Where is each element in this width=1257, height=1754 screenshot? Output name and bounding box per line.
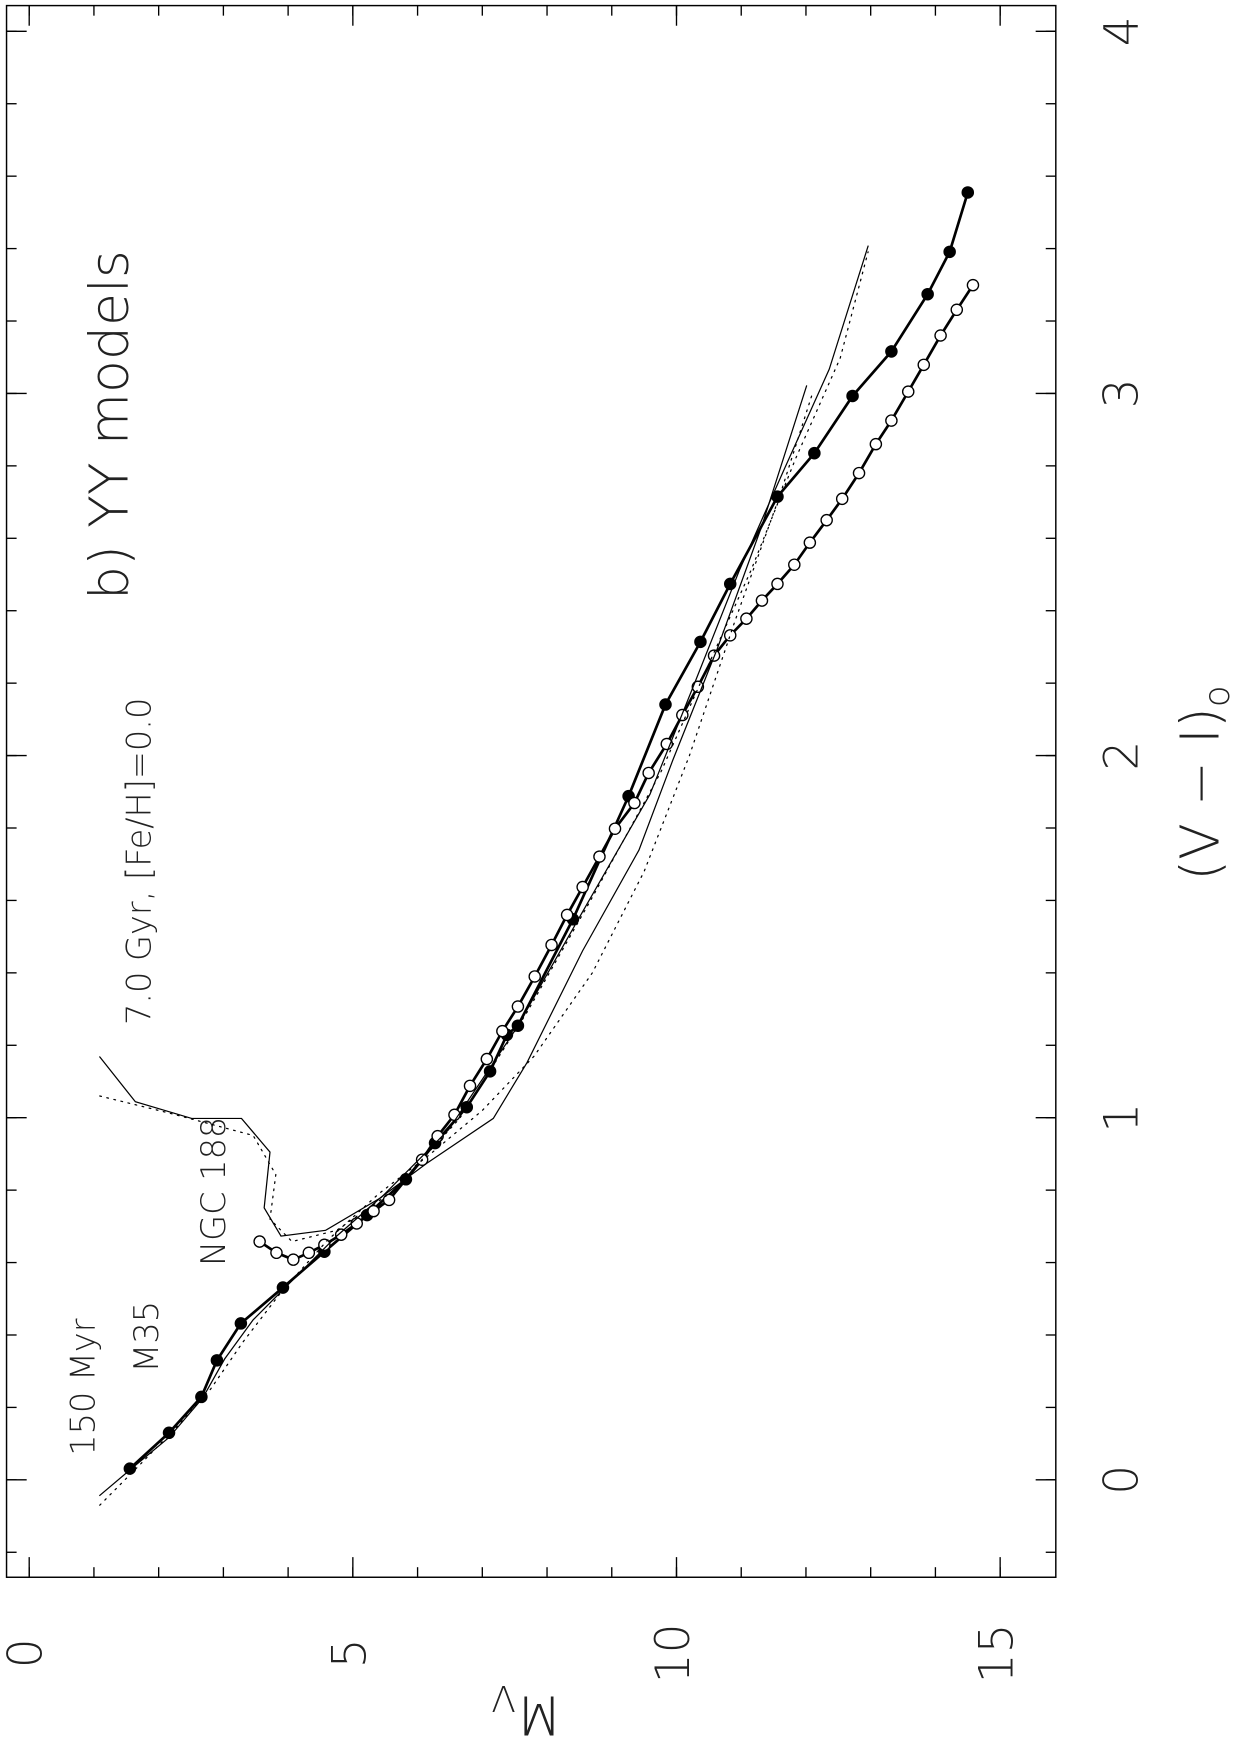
data-point <box>755 594 769 607</box>
data-point <box>628 796 641 810</box>
x-tick-label: 0 <box>0 1638 54 1668</box>
data-point <box>885 414 898 427</box>
data-point <box>934 329 947 342</box>
data-point <box>846 389 859 403</box>
data-point <box>496 1024 509 1038</box>
series-line <box>128 191 970 1470</box>
series-line <box>99 385 808 1497</box>
data-point <box>852 466 866 480</box>
data-point <box>771 577 784 591</box>
x-axis-title-sub: V <box>491 1677 515 1718</box>
data-point <box>820 513 833 527</box>
x-tick-label: 5 <box>322 1638 377 1668</box>
data-point <box>961 186 975 199</box>
x-tick-label: 15 <box>970 1623 1025 1683</box>
x-axis-title-main: M <box>516 1684 562 1747</box>
data-point <box>270 1246 283 1260</box>
data-point <box>835 492 849 506</box>
annotation: NGC 188 <box>194 1117 233 1266</box>
data-point <box>234 1317 248 1330</box>
data-point <box>162 1426 176 1440</box>
data-point <box>511 1000 525 1013</box>
data-point <box>901 385 915 398</box>
data-point <box>480 1052 494 1066</box>
data-point <box>382 1193 396 1207</box>
data-point <box>560 908 574 922</box>
series-line <box>99 251 869 1243</box>
data-point <box>808 446 821 460</box>
data-point <box>576 880 589 894</box>
y-axis-title: (V − I)o <box>1168 685 1238 880</box>
y-tick-label: 2 <box>1095 741 1150 771</box>
data-point <box>350 1217 363 1230</box>
data-point <box>723 629 737 642</box>
data-point <box>253 1235 266 1248</box>
data-point <box>302 1246 316 1260</box>
y-tick-label: 1 <box>1095 1103 1150 1133</box>
data-point <box>740 612 753 625</box>
data-point <box>943 245 956 259</box>
data-point <box>966 278 980 292</box>
data-point <box>659 698 672 711</box>
data-point <box>803 536 817 549</box>
data-point <box>917 358 931 372</box>
x-tick-label: 10 <box>646 1623 701 1683</box>
series-line <box>258 283 975 1262</box>
data-point <box>608 822 622 835</box>
data-point <box>318 1238 331 1252</box>
data-point <box>528 970 542 983</box>
data-point <box>869 437 883 451</box>
annotation: M35 <box>127 1301 166 1373</box>
annotation: 150 Myr <box>63 1318 102 1455</box>
y-axis-title-main: (V − I) <box>1168 707 1231 881</box>
x-axis-title: MV <box>491 1677 562 1747</box>
annotation: 7.0 Gyr, [Fe/H]=0.0 <box>119 698 158 1025</box>
y-axis-title-sub: o <box>1197 685 1238 707</box>
data-point <box>950 303 964 317</box>
data-point <box>287 1253 300 1266</box>
y-tick-label: 4 <box>1095 16 1150 46</box>
y-tick-label: 3 <box>1095 378 1150 408</box>
data-point <box>788 558 801 571</box>
data-point <box>593 850 606 863</box>
data-point <box>545 938 558 952</box>
data-point <box>210 1354 224 1367</box>
data-point <box>276 1281 290 1294</box>
data-point <box>334 1228 348 1241</box>
data-point <box>694 635 707 649</box>
data-point <box>367 1204 380 1218</box>
data-point <box>885 345 898 358</box>
plot-frame <box>5 4 1057 1578</box>
data-point <box>642 766 655 780</box>
series-line <box>99 245 869 1237</box>
y-tick-label: 0 <box>1095 1465 1150 1495</box>
data-point <box>921 287 934 301</box>
series-line <box>99 392 814 1506</box>
data-point <box>463 1079 477 1093</box>
chart-title: b) YY models <box>78 250 141 600</box>
